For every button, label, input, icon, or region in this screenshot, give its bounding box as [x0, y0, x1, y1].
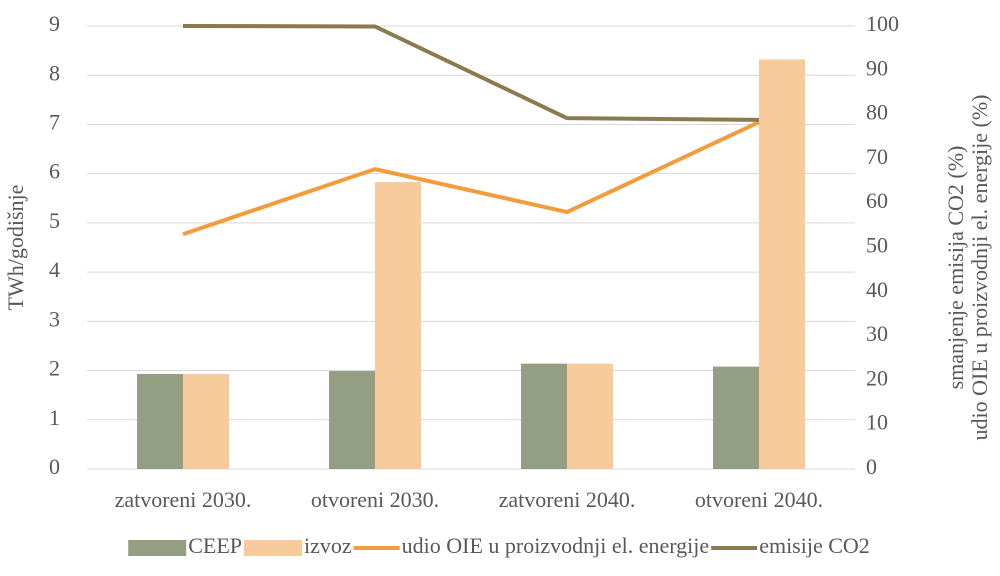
- y2-tick-label: 90: [866, 55, 888, 80]
- bar: [329, 371, 375, 469]
- y-tick-label: 9: [49, 11, 60, 36]
- bar: [375, 182, 421, 470]
- y-tick-label: 4: [49, 257, 60, 282]
- y-tick-label: 6: [49, 159, 60, 184]
- x-tick-label: zatvoreni 2040.: [499, 487, 636, 512]
- legend-label: emisije CO2: [759, 533, 870, 558]
- y-tick-label: 0: [49, 454, 60, 479]
- y-tick-label: 3: [49, 306, 60, 331]
- bar: [759, 59, 805, 470]
- line: [182, 120, 760, 237]
- y2-axis-title: udio OIE u proizvodnji el. energije (%): [967, 95, 992, 441]
- y-tick-label: 8: [49, 60, 60, 85]
- bar: [521, 363, 567, 469]
- x-tick-label: otvoreni 2030.: [311, 487, 439, 512]
- legend-label: CEEP: [188, 533, 242, 558]
- y-tick-label: 1: [49, 405, 60, 430]
- legend-label: udio OIE u proizvodnji el. energije: [402, 533, 710, 558]
- y-axis-title: TWh/godišnje: [3, 185, 28, 311]
- y-tick-label: 2: [49, 356, 60, 381]
- y2-tick-label: 50: [866, 233, 888, 258]
- y2-tick-label: 80: [866, 100, 888, 125]
- y-tick-label: 5: [49, 208, 60, 233]
- y2-tick-label: 20: [866, 365, 888, 390]
- bar: [137, 374, 183, 469]
- y2-tick-label: 0: [866, 454, 877, 479]
- x-tick-label: zatvoreni 2030.: [115, 487, 252, 512]
- line: [182, 24, 760, 122]
- y2-tick-label: 40: [866, 277, 888, 302]
- bar: [713, 366, 759, 469]
- y2-axis-title: smanjenje emisija CO2 (%): [943, 146, 968, 390]
- y2-tick-label: 100: [866, 11, 899, 36]
- y2-tick-label: 70: [866, 144, 888, 169]
- y2-tick-label: 60: [866, 188, 888, 213]
- bar: [183, 374, 229, 469]
- legend: CEEP izvoz udio OIE u proizvodnji el. ener…: [128, 533, 870, 558]
- y2-tick-label: 10: [866, 410, 888, 435]
- x-tick-label: otvoreni 2040.: [695, 487, 823, 512]
- legend-marker: [128, 540, 187, 556]
- legend-label: izvoz: [304, 533, 352, 558]
- bar: [567, 363, 613, 469]
- y-tick-label: 7: [49, 109, 60, 134]
- y2-tick-label: 30: [866, 321, 888, 346]
- legend-marker: [244, 540, 302, 556]
